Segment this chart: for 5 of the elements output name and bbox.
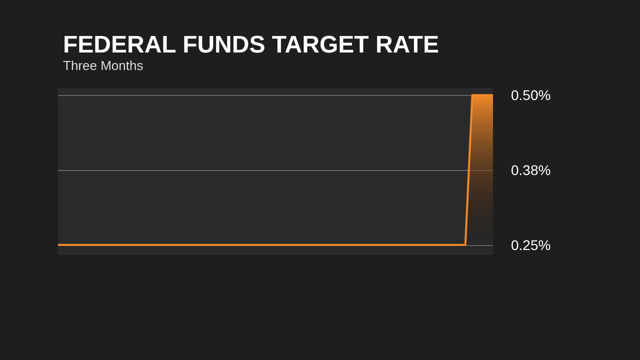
y-tick-label: 0.50% [511,87,551,104]
y-tick-label: 0.25% [511,236,551,253]
chart-subtitle: Three Months [63,58,144,73]
chart-title: FEDERAL FUNDS TARGET RATE [63,32,439,58]
y-tick-label: 0.38% [511,162,551,178]
